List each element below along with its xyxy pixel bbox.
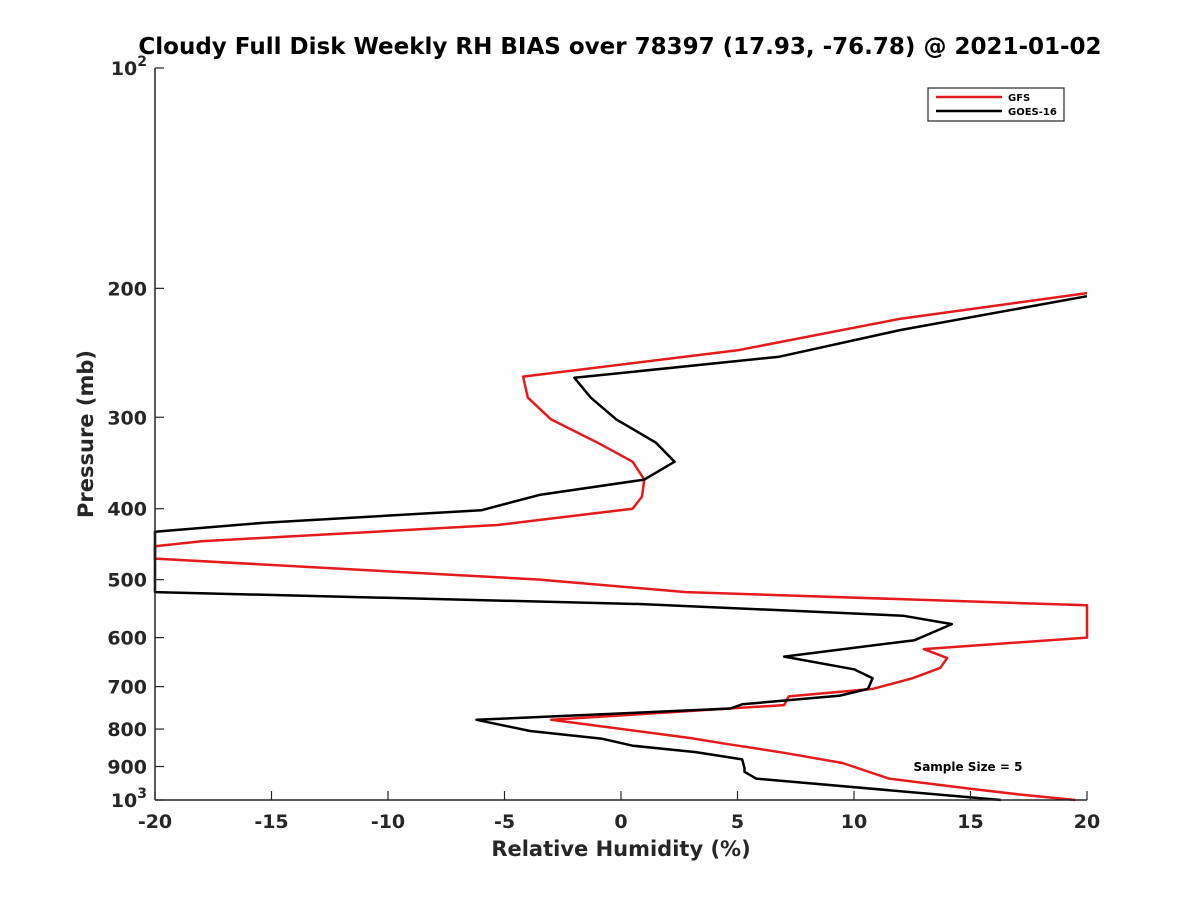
x-tick-label: -20 [138, 811, 172, 833]
legend-box [927, 87, 1065, 122]
y-tick-label: 600 [107, 628, 147, 650]
y-tick-label: 102 [111, 54, 147, 80]
x-tick-label: 0 [614, 811, 627, 833]
y-tick-label: 500 [107, 570, 147, 592]
y-tick-label: 900 [107, 757, 147, 779]
sample-size-annotation: Sample Size = 5 [914, 760, 1023, 774]
y-tick-label: 300 [107, 407, 147, 429]
chart-title: Cloudy Full Disk Weekly RH BIAS over 783… [138, 34, 1101, 60]
legend-label-goes16: GOES-16 [1008, 107, 1057, 118]
x-tick-label: 15 [957, 811, 983, 833]
series-layer [153, 291, 1089, 802]
x-tick-label: 20 [1074, 811, 1100, 833]
x-tick-label: -10 [371, 811, 405, 833]
y-axis-label: Pressure (mb) [74, 350, 98, 518]
y-tick-label: 800 [107, 719, 147, 741]
y-ticks: 102 200 300 400 500 600 700 800 900 103 [107, 54, 164, 812]
legend: GFS GOES-16 [927, 87, 1065, 122]
x-tick-label: 10 [841, 811, 867, 833]
series-line-1 [153, 294, 1088, 802]
series-line-0 [153, 291, 1089, 802]
y-tick-label: 400 [107, 499, 147, 521]
y-tick-label: 200 [107, 278, 147, 300]
x-tick-label: -5 [494, 811, 515, 833]
x-tick-label: 5 [731, 811, 744, 833]
y-tick-label: 700 [107, 677, 147, 699]
legend-label-gfs: GFS [1008, 93, 1030, 104]
x-ticks: -20 -15 -10 -5 0 5 10 15 20 [138, 791, 1100, 833]
x-tick-label: -15 [254, 811, 288, 833]
x-axis-label: Relative Humidity (%) [491, 837, 750, 861]
y-tick-label: 103 [111, 786, 147, 812]
